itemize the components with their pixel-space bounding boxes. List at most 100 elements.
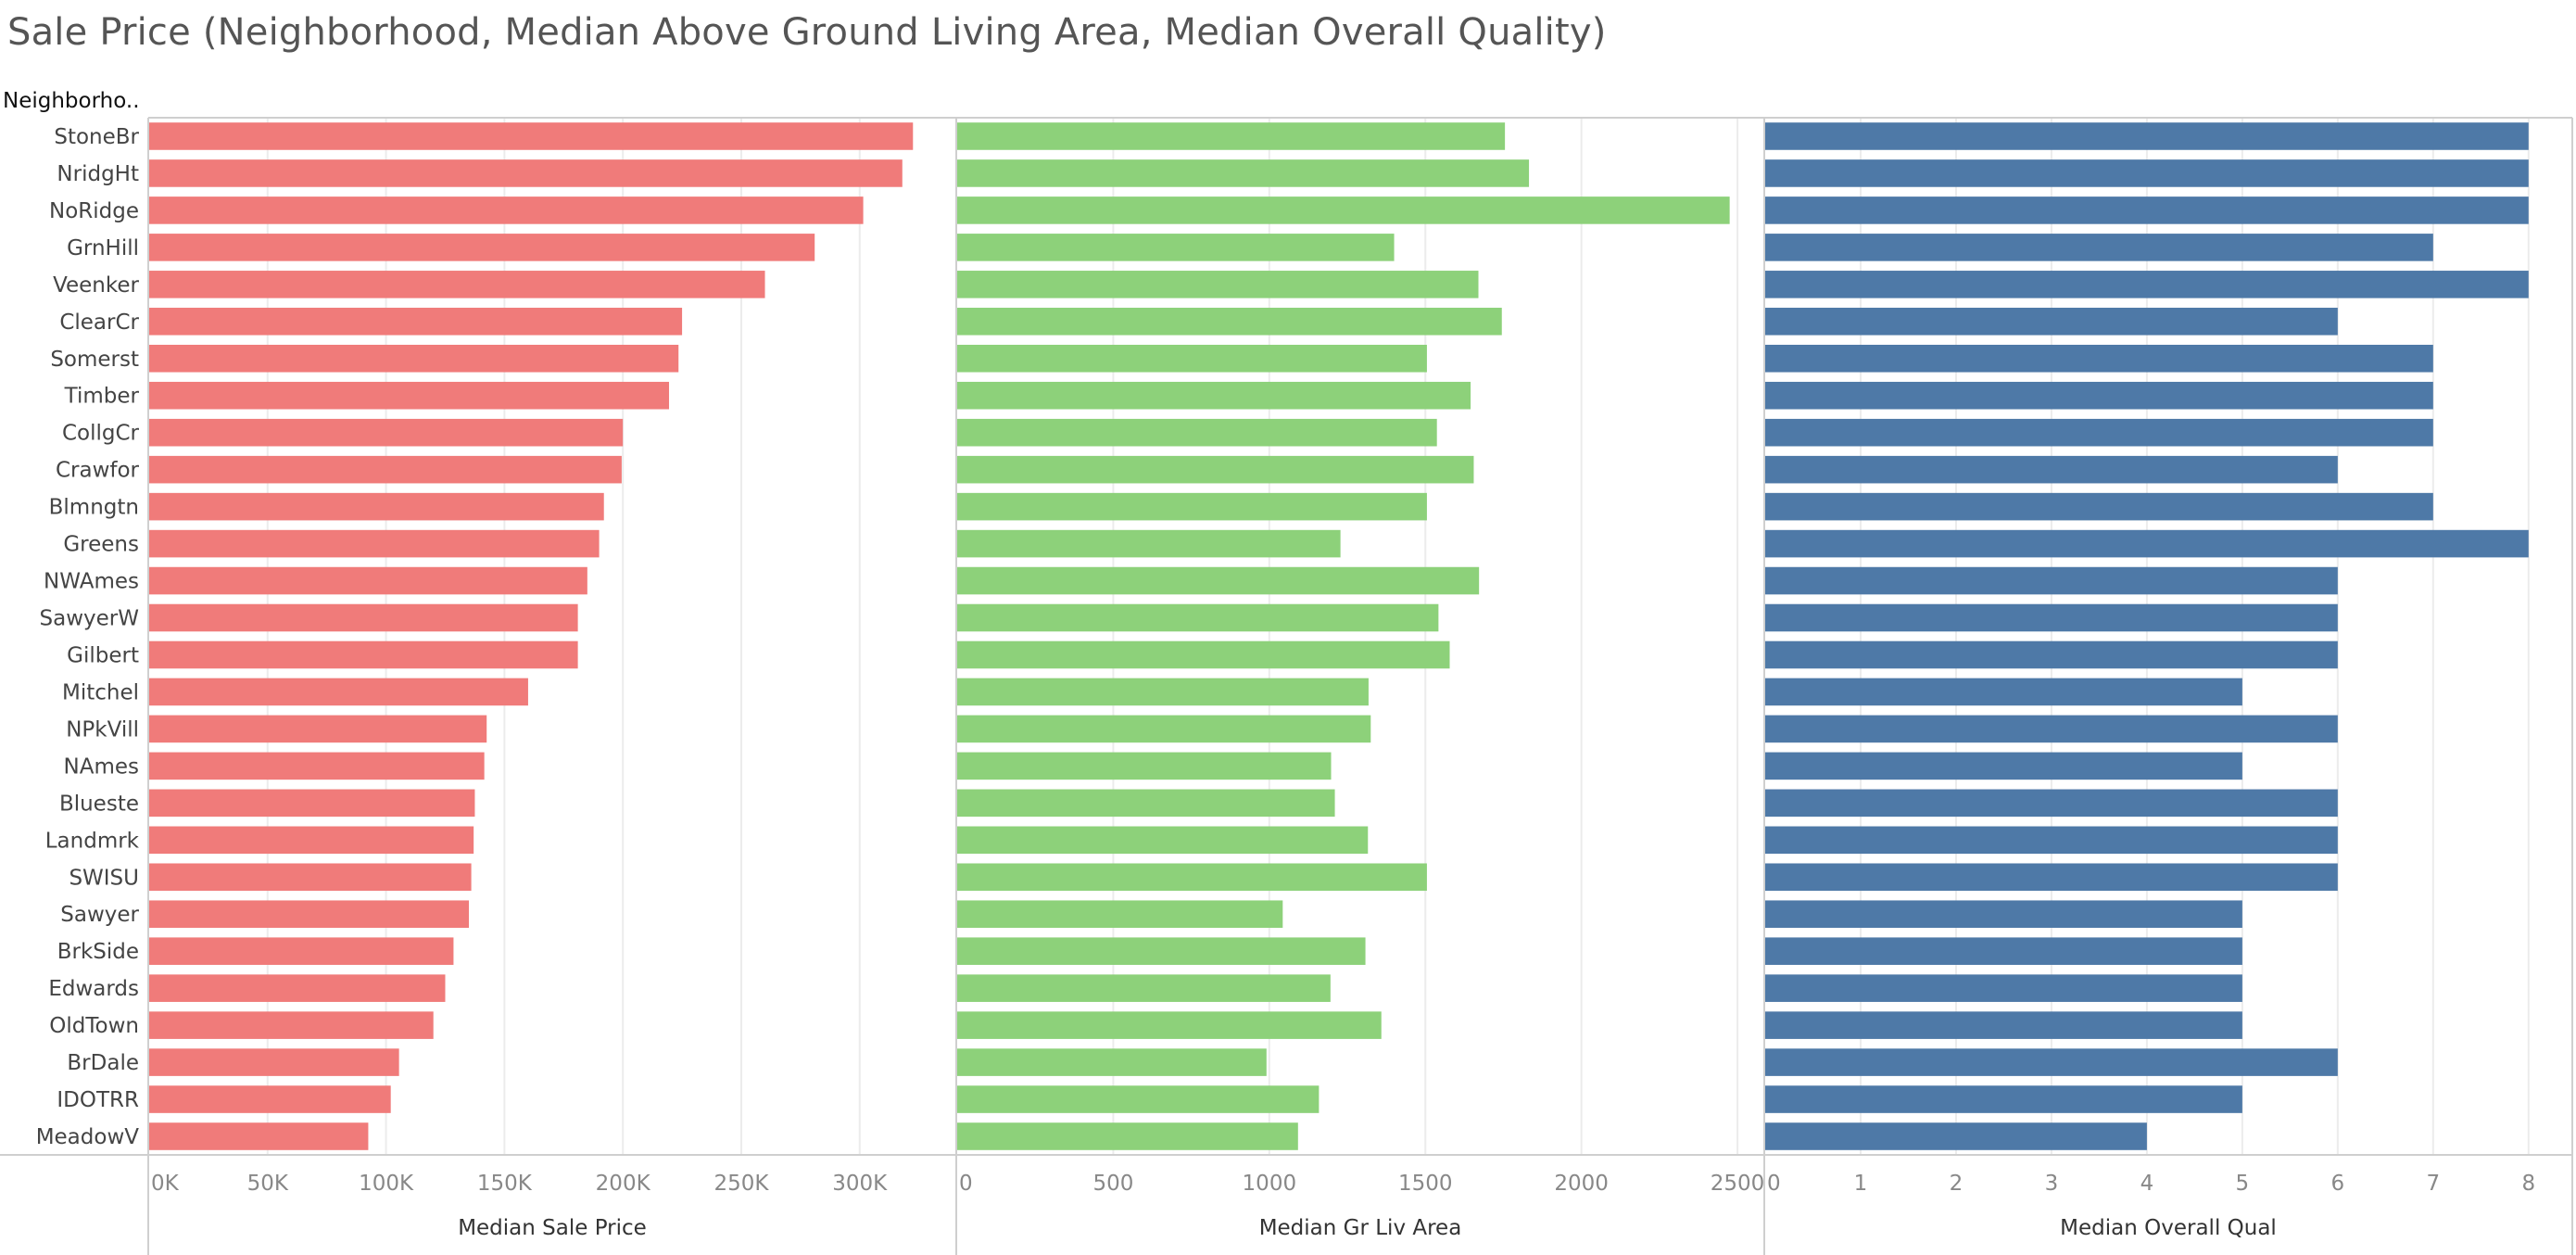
bar-overall-qual-blmngtn[interactable] (1765, 492, 2433, 521)
bar-overall-qual-blueste[interactable] (1765, 789, 2338, 818)
bar-sale-price-npkvill[interactable] (149, 715, 487, 743)
row-label-sawyer[interactable]: Sawyer (60, 903, 139, 927)
row-label-names[interactable]: NAmes (64, 754, 139, 779)
row-label-somerst[interactable]: Somerst (50, 348, 139, 372)
row-label-npkvill[interactable]: NPkVill (66, 717, 139, 742)
bar-sale-price-timber[interactable] (149, 381, 670, 410)
bar-sale-price-brkside[interactable] (149, 937, 454, 965)
bar-sale-price-names[interactable] (149, 752, 485, 780)
bar-sale-price-landmrk[interactable] (149, 826, 474, 855)
bar-gr-liv-area-greens[interactable] (957, 529, 1341, 558)
bar-sale-price-noridge[interactable] (149, 196, 864, 224)
row-label-greens[interactable]: Greens (63, 533, 139, 557)
bar-sale-price-nwames[interactable] (149, 566, 587, 595)
row-label-mitchel[interactable]: Mitchel (62, 680, 139, 704)
bar-overall-qual-stonebr[interactable] (1765, 122, 2529, 150)
bar-sale-price-grnhill[interactable] (149, 234, 815, 261)
row-label-veenker[interactable]: Veenker (53, 273, 139, 298)
bar-overall-qual-crawfor[interactable] (1765, 455, 2338, 484)
bar-gr-liv-area-meadowv[interactable] (957, 1122, 1298, 1150)
bar-sale-price-oldtown[interactable] (149, 1011, 434, 1039)
row-label-nwames[interactable]: NWAmes (44, 570, 139, 594)
row-label-blmngtn[interactable]: Blmngtn (49, 496, 139, 520)
row-label-edwards[interactable]: Edwards (48, 977, 139, 1001)
bar-sale-price-collgcr[interactable] (149, 418, 624, 447)
bar-gr-liv-area-sawyerw[interactable] (957, 603, 1439, 632)
row-label-clearcr[interactable]: ClearCr (59, 311, 139, 335)
bar-gr-liv-area-blmngtn[interactable] (957, 492, 1427, 521)
bar-gr-liv-area-grnhill[interactable] (957, 234, 1395, 261)
bar-sale-price-sawyerw[interactable] (149, 603, 578, 632)
bar-gr-liv-area-oldtown[interactable] (957, 1011, 1382, 1039)
bar-gr-liv-area-idotrr[interactable] (957, 1085, 1320, 1113)
row-label-blueste[interactable]: Blueste (59, 792, 139, 816)
bar-overall-qual-edwards[interactable] (1765, 974, 2242, 1002)
bar-overall-qual-veenker[interactable] (1765, 271, 2529, 298)
bar-sale-price-mitchel[interactable] (149, 678, 528, 706)
row-label-idotrr[interactable]: IDOTRR (57, 1088, 139, 1112)
row-label-sawyerw[interactable]: SawyerW (40, 607, 139, 631)
bar-gr-liv-area-veenker[interactable] (957, 271, 1479, 298)
bar-gr-liv-area-crawfor[interactable] (957, 455, 1474, 484)
bar-gr-liv-area-edwards[interactable] (957, 974, 1331, 1002)
bar-gr-liv-area-mitchel[interactable] (957, 678, 1369, 706)
bar-gr-liv-area-brkside[interactable] (957, 937, 1366, 965)
bar-gr-liv-area-landmrk[interactable] (957, 826, 1369, 855)
bar-overall-qual-somerst[interactable] (1765, 344, 2433, 373)
row-label-timber[interactable]: Timber (64, 385, 140, 409)
bar-sale-price-veenker[interactable] (149, 271, 765, 298)
bar-overall-qual-idotrr[interactable] (1765, 1085, 2242, 1113)
bar-overall-qual-greens[interactable] (1765, 529, 2529, 558)
bar-overall-qual-nwames[interactable] (1765, 566, 2338, 595)
bar-gr-liv-area-stonebr[interactable] (957, 122, 1506, 150)
axis-title-overall-qual[interactable]: Median Overall Qual (2060, 1216, 2277, 1240)
bar-gr-liv-area-somerst[interactable] (957, 344, 1427, 373)
bar-sale-price-swisu[interactable] (149, 863, 472, 892)
axis-title-gr-liv-area[interactable]: Median Gr Liv Area (1259, 1216, 1462, 1240)
bar-sale-price-blmngtn[interactable] (149, 492, 604, 521)
bar-overall-qual-timber[interactable] (1765, 381, 2433, 410)
bar-gr-liv-area-timber[interactable] (957, 381, 1471, 410)
row-label-brdale[interactable]: BrDale (67, 1051, 139, 1075)
bar-overall-qual-meadowv[interactable] (1765, 1122, 2147, 1150)
bar-sale-price-somerst[interactable] (149, 344, 679, 373)
row-header-neighborhood[interactable]: Neighborho.. (3, 89, 140, 113)
bar-gr-liv-area-names[interactable] (957, 752, 1332, 780)
bar-overall-qual-nridght[interactable] (1765, 159, 2529, 187)
bar-gr-liv-area-brdale[interactable] (957, 1048, 1267, 1076)
row-label-noridge[interactable]: NoRidge (49, 199, 139, 223)
bar-gr-liv-area-clearcr[interactable] (957, 308, 1502, 336)
bar-overall-qual-clearcr[interactable] (1765, 308, 2338, 336)
row-label-oldtown[interactable]: OldTown (49, 1014, 139, 1038)
row-label-landmrk[interactable]: Landmrk (45, 829, 140, 853)
bar-sale-price-crawfor[interactable] (149, 455, 622, 484)
bar-gr-liv-area-blueste[interactable] (957, 789, 1335, 818)
row-label-brkside[interactable]: BrkSide (57, 940, 139, 964)
row-label-nridght[interactable]: NridgHt (57, 162, 139, 186)
bar-overall-qual-swisu[interactable] (1765, 863, 2338, 892)
bar-gr-liv-area-gilbert[interactable] (957, 640, 1450, 669)
bar-overall-qual-npkvill[interactable] (1765, 715, 2338, 743)
row-label-meadowv[interactable]: MeadowV (36, 1125, 140, 1149)
bar-gr-liv-area-npkvill[interactable] (957, 715, 1371, 743)
row-label-swisu[interactable]: SWISU (69, 866, 139, 890)
bar-overall-qual-brdale[interactable] (1765, 1048, 2338, 1076)
bar-overall-qual-collgcr[interactable] (1765, 418, 2433, 447)
axis-title-sale-price[interactable]: Median Sale Price (458, 1216, 647, 1240)
row-label-stonebr[interactable]: StoneBr (54, 125, 139, 149)
bar-gr-liv-area-nwames[interactable] (957, 566, 1480, 595)
bar-overall-qual-names[interactable] (1765, 752, 2242, 780)
bar-overall-qual-brkside[interactable] (1765, 937, 2242, 965)
row-label-collgcr[interactable]: CollgCr (62, 422, 140, 446)
bar-sale-price-nridght[interactable] (149, 159, 903, 187)
bar-overall-qual-gilbert[interactable] (1765, 640, 2338, 669)
bar-sale-price-stonebr[interactable] (149, 122, 914, 150)
bar-overall-qual-mitchel[interactable] (1765, 678, 2242, 706)
bar-gr-liv-area-noridge[interactable] (957, 196, 1730, 224)
bar-sale-price-meadowv[interactable] (149, 1122, 369, 1150)
bar-overall-qual-oldtown[interactable] (1765, 1011, 2242, 1039)
bar-sale-price-blueste[interactable] (149, 789, 475, 818)
bar-sale-price-idotrr[interactable] (149, 1085, 391, 1113)
bar-overall-qual-noridge[interactable] (1765, 196, 2529, 224)
bar-sale-price-clearcr[interactable] (149, 308, 683, 336)
